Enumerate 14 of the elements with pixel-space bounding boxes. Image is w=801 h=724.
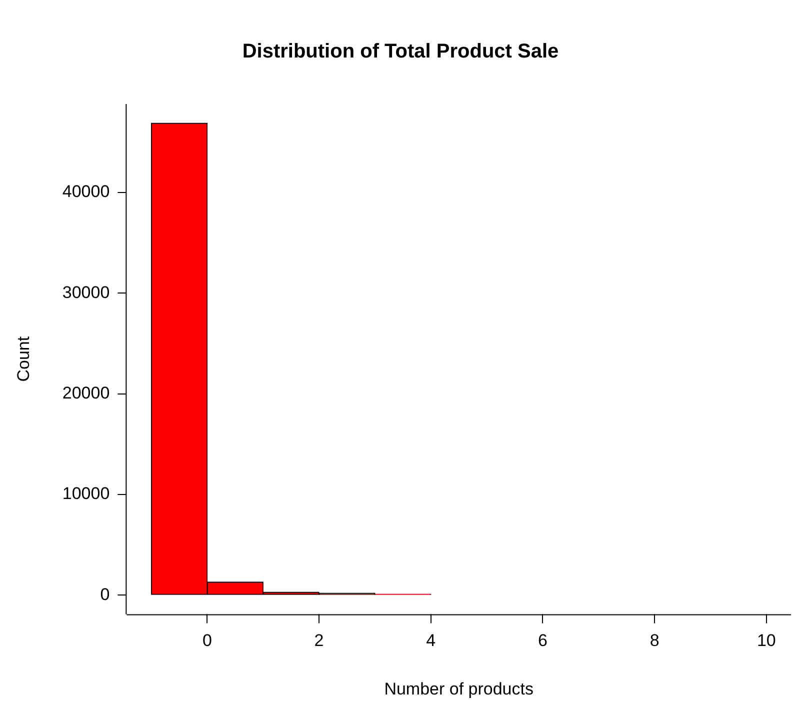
y-tick-label: 30000	[62, 282, 110, 302]
x-tick-label: 4	[426, 631, 436, 650]
x-tick-label: 8	[650, 631, 660, 650]
y-tick-label: 0	[100, 584, 110, 604]
x-axis-title: Number of products	[384, 679, 534, 698]
x-tick-label: 2	[314, 631, 324, 650]
chart-title: Distribution of Total Product Sale	[242, 40, 559, 63]
x-tick-label: 10	[756, 631, 776, 650]
y-tick-label: 20000	[62, 384, 110, 403]
y-axis-title: Count	[14, 336, 33, 382]
x-tick-label: 0	[202, 631, 212, 650]
x-tick-label: 6	[538, 631, 548, 650]
y-tick-label: 40000	[62, 182, 110, 202]
y-tick-label: 10000	[62, 484, 110, 504]
